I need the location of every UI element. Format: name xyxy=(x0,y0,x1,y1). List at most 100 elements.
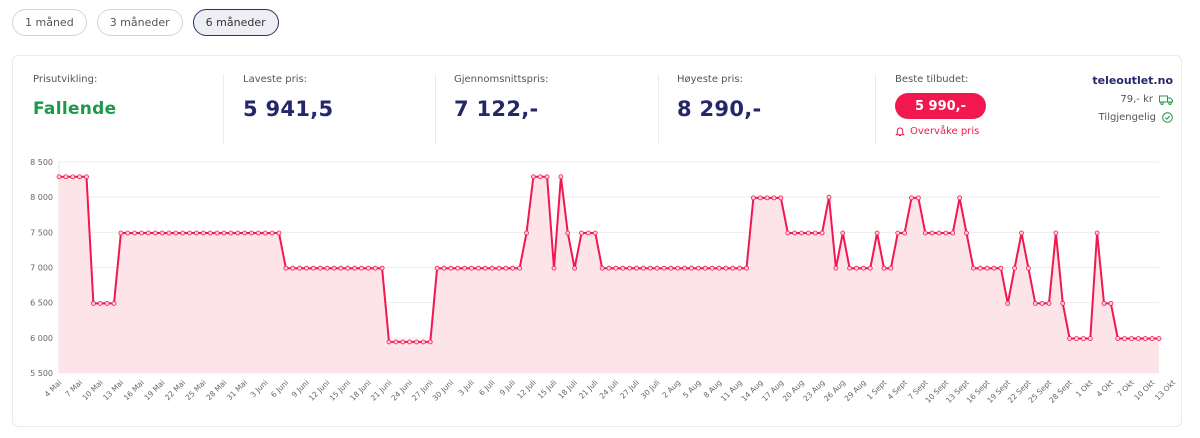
data-point[interactable] xyxy=(936,230,942,236)
data-point[interactable] xyxy=(1101,300,1107,306)
data-point[interactable] xyxy=(799,230,804,236)
period-3-months-button[interactable]: 3 måneder xyxy=(96,9,183,36)
best-price-button[interactable]: 5 990,- xyxy=(895,93,986,119)
data-point[interactable] xyxy=(194,230,199,236)
data-point[interactable] xyxy=(867,265,873,271)
data-point[interactable] xyxy=(792,230,798,236)
data-point[interactable] xyxy=(242,230,248,236)
data-point[interactable] xyxy=(310,265,316,271)
data-point[interactable] xyxy=(1156,336,1162,341)
data-point[interactable] xyxy=(1115,336,1121,341)
data-point[interactable] xyxy=(221,230,227,236)
data-point[interactable] xyxy=(805,230,811,236)
data-point[interactable] xyxy=(640,265,646,271)
data-point[interactable] xyxy=(654,265,660,271)
data-point[interactable] xyxy=(1080,336,1086,341)
data-point[interactable] xyxy=(214,230,220,236)
data-point[interactable] xyxy=(517,265,523,271)
data-point[interactable] xyxy=(1094,230,1100,236)
data-point[interactable] xyxy=(1019,230,1024,236)
data-point[interactable] xyxy=(998,265,1004,271)
data-point[interactable] xyxy=(510,265,516,271)
data-point[interactable] xyxy=(262,230,268,236)
data-point[interactable] xyxy=(1025,265,1031,271)
data-point[interactable] xyxy=(1142,336,1148,341)
data-point[interactable] xyxy=(620,265,626,271)
data-point[interactable] xyxy=(77,174,83,180)
data-point[interactable] xyxy=(1012,265,1018,271)
data-point[interactable] xyxy=(56,174,62,180)
data-point[interactable] xyxy=(393,339,399,345)
data-point[interactable] xyxy=(125,230,131,236)
data-point[interactable] xyxy=(386,339,392,345)
data-point[interactable] xyxy=(84,174,89,180)
data-point[interactable] xyxy=(854,265,859,271)
data-point[interactable] xyxy=(475,265,481,271)
data-point[interactable] xyxy=(634,265,639,271)
data-point[interactable] xyxy=(819,230,825,236)
data-point[interactable] xyxy=(599,265,605,271)
data-point[interactable] xyxy=(359,265,364,271)
data-point[interactable] xyxy=(70,174,76,180)
data-point[interactable] xyxy=(668,265,674,271)
data-point[interactable] xyxy=(290,265,296,271)
data-point[interactable] xyxy=(173,230,179,236)
data-point[interactable] xyxy=(441,265,447,271)
data-point[interactable] xyxy=(785,230,791,236)
data-point[interactable] xyxy=(826,194,832,200)
data-point[interactable] xyxy=(489,265,495,271)
data-point[interactable] xyxy=(723,265,729,271)
data-point[interactable] xyxy=(709,265,715,271)
data-point[interactable] xyxy=(118,230,124,236)
data-point[interactable] xyxy=(345,265,351,271)
data-point[interactable] xyxy=(744,265,749,271)
data-point[interactable] xyxy=(551,265,557,271)
data-point[interactable] xyxy=(434,265,440,271)
data-point[interactable] xyxy=(283,265,289,271)
data-point[interactable] xyxy=(737,265,743,271)
data-point[interactable] xyxy=(530,174,536,180)
data-point[interactable] xyxy=(565,230,571,236)
data-point[interactable] xyxy=(379,265,385,271)
data-point[interactable] xyxy=(1087,336,1093,341)
data-point[interactable] xyxy=(448,265,454,271)
data-point[interactable] xyxy=(1005,300,1011,306)
watch-price-link[interactable]: Overvåke pris xyxy=(895,126,986,137)
data-point[interactable] xyxy=(255,230,261,236)
data-point[interactable] xyxy=(915,195,921,201)
data-point[interactable] xyxy=(297,265,303,271)
data-point[interactable] xyxy=(427,339,433,345)
data-point[interactable] xyxy=(496,265,502,271)
data-point[interactable] xyxy=(689,265,694,271)
data-point[interactable] xyxy=(537,174,543,180)
data-point[interactable] xyxy=(317,265,323,271)
data-point[interactable] xyxy=(159,230,165,236)
data-point[interactable] xyxy=(235,230,241,236)
data-point[interactable] xyxy=(881,265,887,271)
data-point[interactable] xyxy=(207,230,213,236)
data-point[interactable] xyxy=(414,339,419,345)
data-point[interactable] xyxy=(482,265,488,271)
data-point[interactable] xyxy=(847,265,853,271)
data-point[interactable] xyxy=(840,230,846,236)
data-point[interactable] xyxy=(187,230,193,236)
data-point[interactable] xyxy=(716,265,722,271)
data-point[interactable] xyxy=(139,230,144,236)
data-point[interactable] xyxy=(132,230,138,236)
data-point[interactable] xyxy=(90,300,96,306)
data-point[interactable] xyxy=(1053,230,1059,236)
data-point[interactable] xyxy=(1135,336,1141,341)
data-point[interactable] xyxy=(572,265,578,271)
data-point[interactable] xyxy=(455,265,461,271)
data-point[interactable] xyxy=(860,265,866,271)
data-point[interactable] xyxy=(682,265,688,271)
data-point[interactable] xyxy=(902,230,908,236)
data-point[interactable] xyxy=(833,265,839,271)
data-point[interactable] xyxy=(970,265,976,271)
data-point[interactable] xyxy=(324,265,330,271)
data-point[interactable] xyxy=(1149,336,1155,341)
data-point[interactable] xyxy=(613,265,619,271)
data-point[interactable] xyxy=(1129,336,1134,341)
data-point[interactable] xyxy=(365,265,371,271)
data-point[interactable] xyxy=(888,265,894,271)
